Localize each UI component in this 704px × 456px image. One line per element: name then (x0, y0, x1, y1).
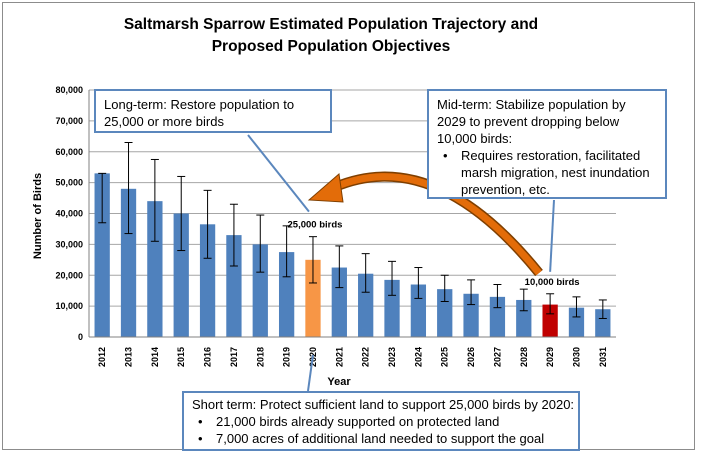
y-tick-label: 0 (78, 332, 83, 342)
bar-2022 (358, 273, 374, 337)
mid-term-callout: Mid-term: Stabilize population by 2029 t… (427, 89, 667, 199)
bar-2019 (278, 252, 295, 337)
x-axis-label: Year (327, 376, 351, 388)
chart-title-line-2: Proposed Population Objectives (212, 38, 451, 55)
x-tick-label: 2015 (176, 347, 186, 367)
bar-2027 (489, 296, 506, 337)
bar-2028 (516, 299, 532, 337)
x-tick-label: 2017 (229, 347, 239, 367)
data-label-2020: 25,000 birds (288, 220, 343, 231)
x-tick-label: 2031 (598, 347, 608, 367)
bar-2030 (568, 307, 585, 337)
bar-2020 (305, 259, 321, 337)
long-term-text: Long-term: Restore population to 25,000 … (104, 97, 295, 129)
x-tick-label: 2019 (282, 347, 292, 367)
trend-arrow-head (307, 173, 344, 203)
x-tick-label: 2023 (387, 347, 397, 367)
y-tick-label: 60,000 (55, 147, 83, 157)
x-tick-label: 2026 (466, 347, 476, 367)
bar-2021 (331, 267, 347, 337)
short-term-callout: Short term: Protect sufficient land to s… (182, 391, 580, 451)
y-tick-label: 80,000 (55, 85, 83, 95)
y-tick-label: 40,000 (55, 209, 83, 219)
chart-frame: Saltmarsh Sparrow Estimated Population T… (2, 2, 695, 451)
mid-term-bullet: Requires restoration, facilitated marsh … (437, 147, 657, 198)
short-term-text: Short term: Protect sufficient land to s… (192, 397, 575, 412)
bar-2024 (410, 284, 427, 337)
y-tick-label: 70,000 (55, 116, 83, 126)
y-axis-label: Number of Birds (32, 173, 44, 259)
bar-2014 (147, 201, 163, 337)
x-tick-label: 2022 (361, 347, 371, 367)
bar-2018 (252, 244, 268, 337)
bar-2029 (542, 304, 558, 337)
x-tick-label: 2027 (492, 347, 502, 367)
bar-2012 (94, 173, 110, 337)
x-tick-label: 2012 (97, 347, 107, 367)
long-term-callout: Long-term: Restore population to 25,000 … (94, 89, 332, 133)
bar-2017 (226, 235, 242, 337)
x-tick-label: 2014 (150, 347, 160, 367)
short-term-connector (307, 354, 314, 392)
x-tick-label: 2021 (334, 347, 344, 367)
y-tick-label: 10,000 (55, 301, 83, 311)
bar-2023 (384, 279, 400, 337)
x-tick-label: 2029 (545, 347, 555, 367)
mid-term-text: Mid-term: Stabilize population by 2029 t… (437, 97, 626, 146)
short-term-bullet: 7,000 acres of additional land needed to… (192, 430, 570, 447)
x-tick-label: 2028 (519, 347, 529, 367)
data-label-2029: 10,000 birds (525, 277, 580, 288)
mid-term-connector (549, 199, 555, 272)
long-term-connector (247, 134, 310, 213)
x-tick-label: 2030 (571, 347, 581, 367)
bar-2016 (199, 224, 216, 337)
y-tick-label: 20,000 (55, 270, 83, 280)
x-tick-label: 2025 (440, 347, 450, 367)
short-term-bullet: 21,000 birds already supported on protec… (192, 413, 570, 430)
x-tick-label: 2024 (413, 347, 423, 367)
y-tick-label: 50,000 (55, 178, 83, 188)
y-tick-label: 30,000 (55, 239, 83, 249)
x-tick-label: 2013 (124, 347, 134, 367)
x-tick-label: 2018 (255, 347, 265, 367)
x-tick-label: 2016 (203, 347, 213, 367)
bar-2015 (173, 213, 189, 337)
chart-title-line-1: Saltmarsh Sparrow Estimated Population T… (124, 16, 538, 33)
bar-2031 (595, 309, 611, 337)
bar-2013 (120, 188, 137, 337)
population-chart: Saltmarsh Sparrow Estimated Population T… (32, 16, 616, 392)
